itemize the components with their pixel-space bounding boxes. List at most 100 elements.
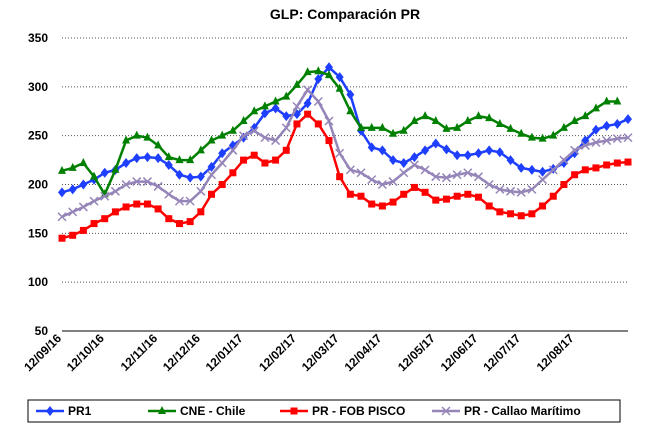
point (527, 184, 537, 194)
point (58, 187, 66, 198)
point (324, 62, 333, 73)
point (527, 164, 536, 175)
point (228, 125, 237, 134)
point (559, 122, 568, 131)
point (410, 152, 419, 163)
point (591, 103, 600, 112)
point (142, 177, 152, 187)
legend-label: PR - Callao Marítimo (464, 404, 581, 418)
point (442, 123, 451, 132)
point (58, 165, 66, 174)
point (431, 138, 440, 149)
point (303, 85, 313, 95)
point (314, 74, 323, 85)
point (90, 220, 98, 228)
point (133, 200, 141, 208)
point (250, 151, 258, 159)
point (474, 111, 483, 120)
point (228, 145, 238, 155)
point (164, 189, 174, 199)
point (122, 203, 130, 211)
point (346, 89, 355, 100)
point (206, 170, 217, 180)
point (528, 210, 536, 218)
point (261, 159, 269, 167)
point (143, 152, 152, 163)
point (122, 158, 131, 169)
point (463, 116, 472, 125)
point (271, 136, 281, 146)
y-tick-label: 50 (35, 324, 49, 338)
x-tick-label: 12/07/17 (480, 331, 523, 374)
point (122, 135, 131, 144)
point (581, 111, 590, 120)
point (260, 101, 269, 110)
x-tick-label: 12/10/16 (64, 331, 107, 374)
legend-box (27, 399, 621, 423)
point (431, 116, 440, 125)
point (571, 171, 579, 179)
point (324, 70, 333, 79)
point (453, 150, 462, 161)
point (260, 133, 270, 143)
point (506, 155, 515, 166)
point (484, 179, 494, 190)
point (527, 132, 536, 141)
series-line (61, 112, 629, 240)
point (185, 196, 195, 206)
point (325, 137, 333, 145)
point (496, 208, 504, 216)
legend-marker (441, 406, 451, 416)
point (324, 116, 334, 126)
point (292, 79, 301, 88)
point (281, 123, 291, 133)
point (624, 158, 632, 166)
point (368, 200, 376, 208)
y-tick-label: 100 (28, 275, 48, 289)
point (218, 130, 227, 139)
point (453, 122, 462, 131)
point (410, 116, 419, 125)
point (591, 137, 601, 148)
point (613, 118, 622, 129)
x-tick-label: 12/02/17 (256, 331, 299, 374)
point (453, 192, 461, 200)
point (410, 183, 418, 191)
legend-label: CNE - Chile (180, 404, 246, 418)
x-tick-label: 12/03/17 (299, 331, 342, 374)
point (592, 164, 600, 172)
point (516, 187, 526, 197)
point (389, 155, 398, 166)
point (58, 234, 66, 242)
point (517, 162, 526, 173)
point (559, 155, 569, 165)
point (164, 159, 173, 170)
point (175, 155, 184, 164)
point (292, 101, 302, 111)
point (101, 215, 109, 223)
point (197, 208, 205, 216)
point (389, 198, 397, 206)
point (441, 173, 451, 183)
point (121, 179, 131, 190)
point (335, 83, 344, 92)
point (399, 158, 408, 169)
point (90, 171, 99, 180)
point (580, 140, 590, 150)
legend: PR1 CNE - Chile PR - FOB PISCO PR - Callao … (27, 399, 621, 423)
point (602, 96, 611, 105)
point (602, 136, 612, 146)
point (313, 96, 323, 107)
point (495, 184, 505, 194)
point (132, 177, 142, 187)
legend-marker (158, 406, 166, 414)
point (79, 179, 88, 190)
point (271, 103, 280, 114)
point (485, 113, 494, 122)
point (69, 231, 77, 239)
point (378, 145, 387, 156)
point (495, 118, 504, 127)
point (581, 166, 589, 174)
point (68, 162, 77, 171)
